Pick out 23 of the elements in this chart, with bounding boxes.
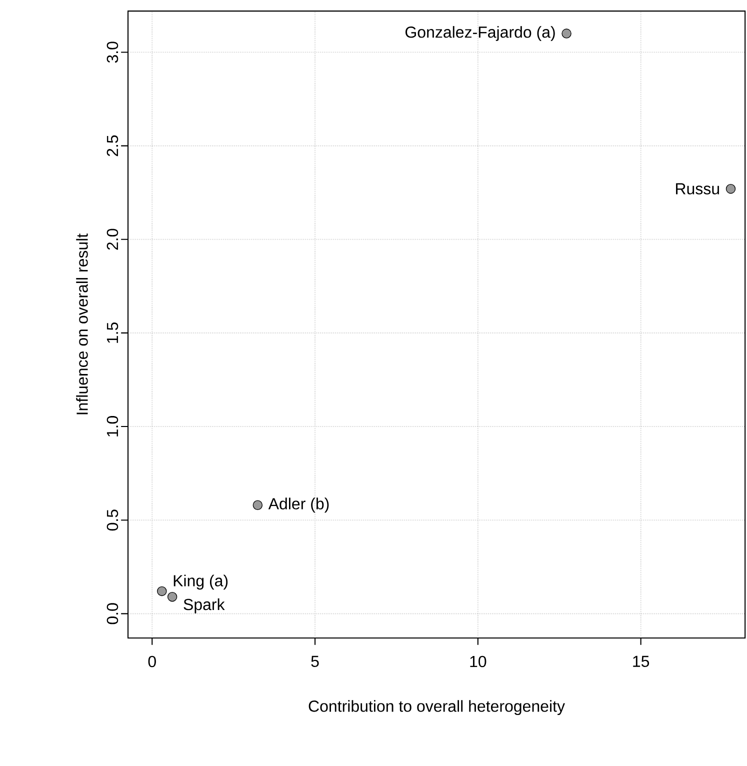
x-tick-label: 10: [470, 656, 486, 668]
x-axis-title: Contribution to overall heterogeneity: [308, 700, 566, 716]
point: [726, 184, 736, 194]
x-tick-label: 5: [311, 656, 319, 668]
point: [562, 28, 572, 38]
annotation: Adler (b): [268, 498, 329, 513]
annotation: Spark: [184, 598, 225, 614]
point: [157, 586, 167, 596]
annotation: Russu: [676, 183, 720, 194]
point: [167, 592, 178, 602]
y-tick-label: 0.0: [106, 603, 118, 624]
y-tick-label: 2.5: [106, 135, 118, 156]
annotation: Gonzalez-Fajardo (a): [406, 26, 555, 41]
point: [252, 500, 263, 510]
y-tick-label: 0.5: [106, 510, 118, 531]
y-tick-label: 2.0: [106, 228, 118, 250]
x-tick-label: 0: [148, 656, 156, 668]
x-tick-label: 15: [633, 656, 650, 668]
y-axis-title: Influence on overall result: [76, 234, 88, 414]
y-tick-label: 1.5: [107, 322, 118, 343]
annotation: King (a): [174, 574, 228, 590]
y-tick-label: 3.0: [106, 42, 118, 63]
y-tick-label: 1.0: [106, 416, 118, 436]
